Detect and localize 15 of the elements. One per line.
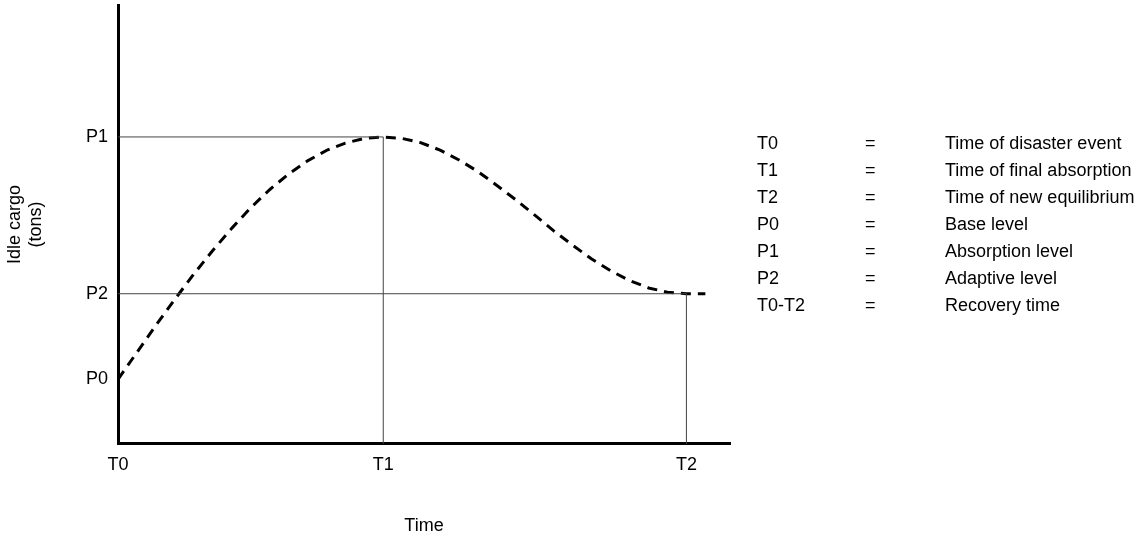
text: P1 = Absorption level xyxy=(757,241,1074,261)
text: P2 = Adaptive level xyxy=(757,268,1058,288)
y-axis-title: Idle cargo (tons) xyxy=(3,184,46,264)
ref-line-label: P2 xyxy=(85,282,108,303)
text: T2 = Time of new equilibrium xyxy=(757,187,1135,207)
x-tick-label: T0 xyxy=(107,453,129,474)
x-axis-title: Time xyxy=(404,515,444,536)
x-tick-label: T2 xyxy=(675,453,697,474)
text: T1 = Time of final absorption xyxy=(757,160,1132,180)
text: T0-T2 = Recovery time xyxy=(757,295,1061,315)
text: T0 = Time of disaster event xyxy=(757,133,1122,153)
text: P0 = Base level xyxy=(757,214,1029,234)
ref-line-label: P1 xyxy=(85,125,108,146)
x-tick-label: T1 xyxy=(372,453,394,474)
annotation: P0 xyxy=(85,368,108,389)
